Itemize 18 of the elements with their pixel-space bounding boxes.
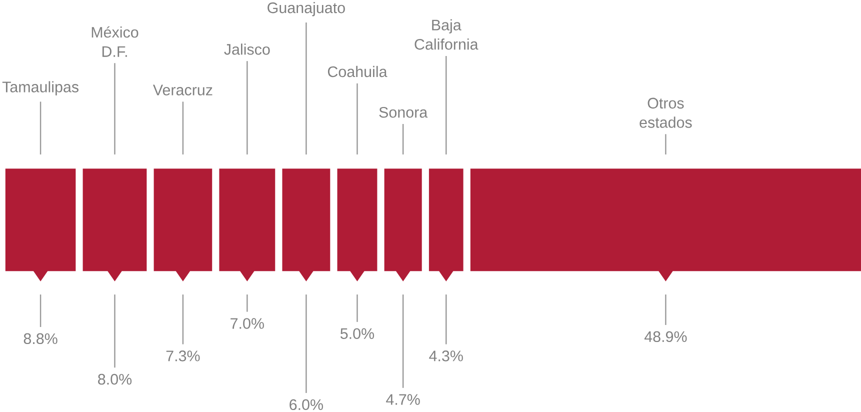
data-label: 48.9%: [644, 331, 687, 342]
data-label: 4.7%: [386, 394, 420, 405]
category-label: Tamaulipas: [2, 81, 78, 96]
data-label: 7.3%: [166, 350, 200, 362]
category-label: Coahuila: [328, 66, 388, 78]
data-label: 5.0%: [340, 328, 374, 339]
category-label: Sonora: [379, 106, 428, 118]
data-label: 8.0%: [98, 374, 132, 385]
data-label: 8.8%: [24, 333, 58, 344]
category-label: Otros estados: [640, 98, 692, 128]
category-label: México D.F.: [92, 26, 138, 57]
data-label: 4.3%: [429, 350, 463, 362]
category-label: Guanajuato: [268, 2, 345, 16]
data-label: 7.0%: [230, 318, 264, 329]
data-label: 6.0%: [290, 399, 323, 410]
category-label: Jalisco: [224, 44, 270, 55]
category-label: Baja California: [414, 19, 478, 50]
category-label: Veracruz: [152, 84, 212, 96]
